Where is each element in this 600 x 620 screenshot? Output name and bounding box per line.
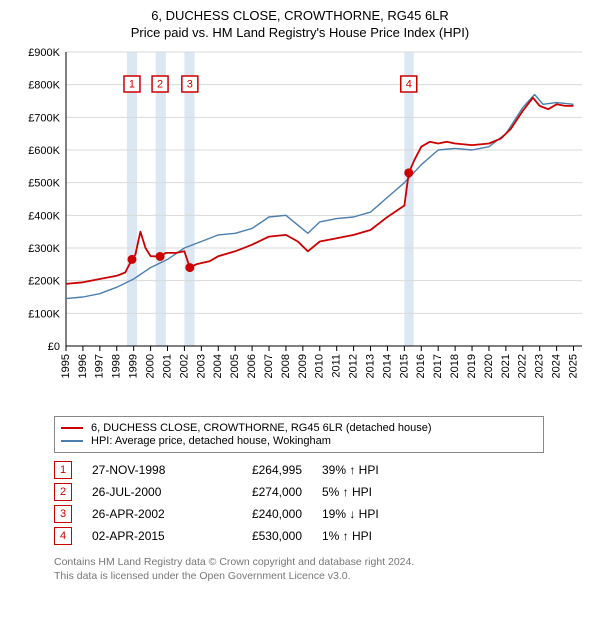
svg-text:2002: 2002	[178, 354, 190, 378]
sale-row: 3 26-APR-2002 £240,000 19% ↓ HPI	[54, 505, 588, 523]
legend-box: 6, DUCHESS CLOSE, CROWTHORNE, RG45 6LR (…	[54, 416, 544, 453]
svg-text:1995: 1995	[60, 354, 72, 378]
svg-text:4: 4	[406, 78, 412, 90]
legend-swatch	[61, 427, 83, 429]
svg-text:2011: 2011	[331, 354, 343, 378]
svg-text:2007: 2007	[263, 354, 275, 378]
svg-text:£0: £0	[48, 341, 60, 353]
sale-price: £264,995	[222, 463, 302, 477]
svg-text:£800K: £800K	[28, 80, 60, 92]
svg-text:2014: 2014	[381, 354, 393, 378]
svg-text:£500K: £500K	[28, 178, 60, 190]
svg-text:2015: 2015	[398, 354, 410, 378]
svg-text:2022: 2022	[517, 354, 529, 378]
footnote-line2: This data is licensed under the Open Gov…	[54, 569, 554, 583]
title-subtitle: Price paid vs. HM Land Registry's House …	[12, 25, 588, 40]
svg-text:2025: 2025	[567, 354, 579, 378]
svg-text:2004: 2004	[212, 354, 224, 378]
svg-text:2000: 2000	[144, 354, 156, 378]
footnote-line1: Contains HM Land Registry data © Crown c…	[54, 555, 554, 569]
legend-label: HPI: Average price, detached house, Woki…	[91, 435, 331, 447]
sale-diff: 39% ↑ HPI	[322, 463, 442, 477]
svg-text:2018: 2018	[449, 354, 461, 378]
svg-text:1: 1	[129, 78, 135, 90]
svg-text:2006: 2006	[246, 354, 258, 378]
sale-marker-icon: 1	[54, 461, 72, 479]
chart-title-block: 6, DUCHESS CLOSE, CROWTHORNE, RG45 6LR P…	[12, 8, 588, 40]
sale-row: 2 26-JUL-2000 £274,000 5% ↑ HPI	[54, 483, 588, 501]
svg-text:2021: 2021	[500, 354, 512, 378]
svg-text:2001: 2001	[161, 354, 173, 378]
svg-text:2005: 2005	[229, 354, 241, 378]
sale-date: 26-APR-2002	[92, 507, 202, 521]
line-chart-svg: £0 £100K £200K £300K £400K £500K £600K £700K £80…	[12, 46, 588, 406]
legend-swatch	[61, 440, 83, 442]
svg-text:3: 3	[187, 78, 193, 90]
sale-row: 4 02-APR-2015 £530,000 1% ↑ HPI	[54, 527, 588, 545]
sale-diff: 1% ↑ HPI	[322, 529, 442, 543]
sale-marker-icon: 2	[54, 483, 72, 501]
svg-text:£900K: £900K	[28, 47, 60, 59]
legend-label: 6, DUCHESS CLOSE, CROWTHORNE, RG45 6LR (…	[91, 422, 432, 434]
sale-price: £530,000	[222, 529, 302, 543]
svg-text:2017: 2017	[432, 354, 444, 378]
svg-text:2009: 2009	[297, 354, 309, 378]
svg-text:1997: 1997	[94, 354, 106, 378]
sale-diff: 19% ↓ HPI	[322, 507, 442, 521]
svg-text:2016: 2016	[415, 354, 427, 378]
svg-text:£200K: £200K	[28, 276, 60, 288]
svg-text:2023: 2023	[534, 354, 546, 378]
sales-table: 1 27-NOV-1998 £264,995 39% ↑ HPI 2 26-JUL-200…	[54, 461, 588, 545]
chart-area: £0 £100K £200K £300K £400K £500K £600K £700K £80…	[12, 46, 588, 406]
svg-text:£100K: £100K	[28, 308, 60, 320]
svg-text:2013: 2013	[364, 354, 376, 378]
svg-text:2010: 2010	[314, 354, 326, 378]
sale-price: £240,000	[222, 507, 302, 521]
svg-text:2008: 2008	[280, 354, 292, 378]
svg-text:£700K: £700K	[28, 112, 60, 124]
svg-text:£600K: £600K	[28, 145, 60, 157]
sale-row: 1 27-NOV-1998 £264,995 39% ↑ HPI	[54, 461, 588, 479]
legend-item: HPI: Average price, detached house, Woki…	[61, 435, 537, 447]
svg-text:2020: 2020	[483, 354, 495, 378]
sale-date: 27-NOV-1998	[92, 463, 202, 477]
svg-text:2: 2	[157, 78, 163, 90]
sale-marker-icon: 4	[54, 527, 72, 545]
sale-price: £274,000	[222, 485, 302, 499]
svg-text:1999: 1999	[128, 354, 140, 378]
svg-text:£300K: £300K	[28, 243, 60, 255]
sale-diff: 5% ↑ HPI	[322, 485, 442, 499]
sale-date: 26-JUL-2000	[92, 485, 202, 499]
footnote: Contains HM Land Registry data © Crown c…	[54, 555, 554, 583]
svg-text:2003: 2003	[195, 354, 207, 378]
svg-text:£400K: £400K	[28, 210, 60, 222]
svg-text:2019: 2019	[466, 354, 478, 378]
svg-text:1996: 1996	[77, 354, 89, 378]
svg-text:2012: 2012	[348, 354, 360, 378]
sale-date: 02-APR-2015	[92, 529, 202, 543]
legend-item: 6, DUCHESS CLOSE, CROWTHORNE, RG45 6LR (…	[61, 422, 537, 434]
svg-text:2024: 2024	[551, 354, 563, 378]
svg-text:1998: 1998	[111, 354, 123, 378]
sale-marker-icon: 3	[54, 505, 72, 523]
title-address: 6, DUCHESS CLOSE, CROWTHORNE, RG45 6LR	[12, 8, 588, 23]
